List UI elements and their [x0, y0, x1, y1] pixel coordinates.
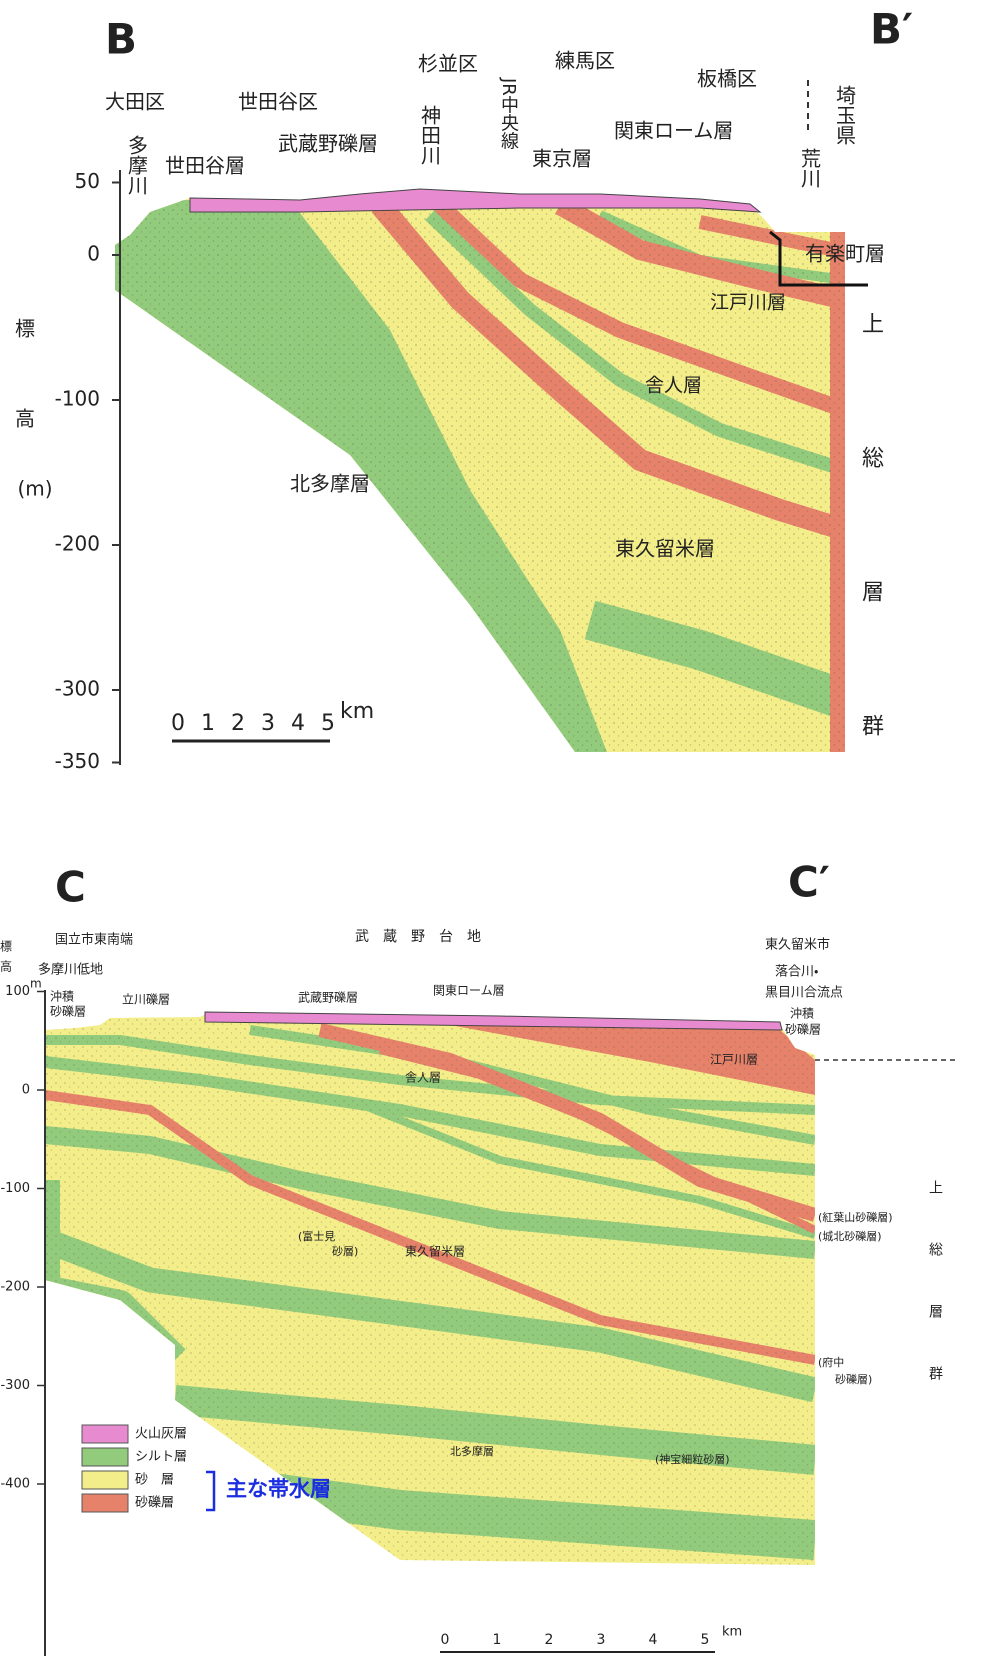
- layer-label: 沖積: [790, 1006, 814, 1021]
- layer-label: 舎人層: [645, 375, 702, 397]
- layer-label: 武蔵野台地: [355, 929, 495, 945]
- scale-label: 3: [597, 1632, 606, 1648]
- layer-label: 砂礫層: [785, 1022, 821, 1037]
- layer-label: 江戸川層: [710, 292, 786, 314]
- scale-label: 0: [171, 711, 185, 736]
- aquifer-bracket: [206, 1470, 216, 1512]
- layer-label: 東久留米層: [405, 1245, 465, 1259]
- y-tick-label: -200: [55, 532, 100, 556]
- y-axis-label: 標: [15, 317, 35, 341]
- scale-label: 2: [545, 1632, 554, 1648]
- layer-label: 黒目川合流点: [765, 986, 843, 1001]
- layer-label: 沖積: [50, 989, 74, 1004]
- layer-label: 北多摩層: [450, 1444, 494, 1458]
- legend-label: 砂礫層: [135, 1495, 174, 1511]
- layer-label: 板橋区: [697, 67, 757, 91]
- layer-label: (城北砂礫層): [818, 1229, 882, 1243]
- scale-unit: km: [340, 699, 374, 724]
- layer-label: 関東ローム層: [614, 119, 733, 143]
- section-title: C′: [788, 858, 830, 907]
- y-axis-label: 高: [15, 407, 35, 431]
- layer-label: 江戸川層: [710, 1053, 758, 1067]
- volcanic-ash-layer: [204, 1011, 783, 1031]
- layer-label: 有楽町層: [805, 242, 885, 266]
- section-title: B′: [870, 5, 913, 54]
- aquifer-note: 主な帯水層: [226, 1477, 331, 1501]
- layer-label: 北多摩層: [290, 472, 370, 496]
- section-title: B: [105, 15, 137, 64]
- y-tick-label: 0: [22, 1083, 30, 1098]
- legend: [81, 1424, 216, 1513]
- layer-label: 多摩川低地: [38, 963, 103, 978]
- scale-label: 4: [291, 711, 305, 736]
- layer-label: 世田谷区: [238, 90, 318, 114]
- scale-label: 5: [701, 1632, 710, 1648]
- layer-label: 世田谷層: [165, 154, 245, 178]
- legend-label: シルト層: [135, 1450, 187, 1465]
- layer-label: 国立市東南端: [55, 932, 133, 948]
- y-tick-label: 0: [87, 242, 100, 266]
- legend-swatch: [81, 1470, 129, 1490]
- section-title: C: [55, 863, 86, 912]
- y-tick-label: -300: [0, 1378, 30, 1393]
- legend-swatch: [81, 1447, 129, 1467]
- layer-label: (府中: [818, 1356, 844, 1369]
- legend-label: 火山灰層: [135, 1427, 187, 1442]
- layer-label: 砂層): [332, 1245, 358, 1258]
- y-axis-unit: m: [30, 977, 42, 991]
- layer-label: 杉並区: [418, 52, 478, 76]
- legend-label: 砂 層: [135, 1473, 174, 1488]
- layer-label: 大田区: [105, 90, 165, 114]
- scale-label: 1: [201, 711, 215, 736]
- scale-label: 2: [231, 711, 245, 736]
- layer-label: 舎人層: [405, 1071, 441, 1085]
- scale-label: 0: [441, 1632, 450, 1648]
- layer-label: 落合川・: [775, 965, 818, 980]
- y-tick-label: -100: [55, 387, 100, 411]
- layer-label: 練馬区: [555, 49, 615, 73]
- scale-label: 4: [649, 1632, 658, 1648]
- layer-label: 砂礫層: [50, 1004, 86, 1019]
- y-tick-label: -100: [0, 1181, 30, 1196]
- layer-label: 東久留米層: [615, 537, 715, 561]
- y-tick-label: -200: [0, 1280, 30, 1295]
- layer-label: 立川礫層: [122, 992, 170, 1007]
- layer-label: 東京層: [532, 147, 592, 171]
- vertical-label: 多摩川: [125, 135, 149, 195]
- layer-label: (紅葉山砂礫層): [818, 1210, 893, 1224]
- yurakucho-outline: [769, 230, 868, 287]
- scale-label: 5: [321, 711, 335, 736]
- vertical-label: 埼玉県: [833, 85, 857, 145]
- layer-label: 武蔵野礫層: [298, 990, 358, 1005]
- vertical-label: 上総層群: [858, 312, 884, 848]
- section-b-geology: [115, 190, 845, 752]
- legend-swatch: [81, 1424, 129, 1444]
- vertical-label: 荒川: [798, 148, 822, 188]
- scale-unit: km: [722, 1625, 742, 1640]
- layer-label: 関東ローム層: [433, 984, 505, 998]
- layer-label: 砂礫層): [835, 1372, 872, 1386]
- scale-label: 1: [493, 1632, 502, 1648]
- y-tick-label: 100: [5, 984, 30, 999]
- layer-label: (富士見: [298, 1230, 335, 1243]
- volcanic-ash-layer: [189, 188, 762, 213]
- section-c-geology: [45, 1012, 815, 1565]
- layer-label: (神宝細粒砂層): [655, 1452, 730, 1466]
- y-tick-label: -350: [55, 749, 100, 773]
- scale-label: 3: [261, 711, 275, 736]
- y-tick-label: 50: [75, 169, 100, 193]
- vertical-label: 上総層群: [927, 1180, 943, 1428]
- y-tick-label: -400: [0, 1477, 30, 1492]
- y-axis-label: (m): [17, 477, 52, 501]
- y-axis-label: 標高: [0, 940, 13, 980]
- layer-label: 東久留米市: [765, 937, 830, 953]
- legend-swatch: [81, 1493, 129, 1513]
- y-tick-label: -300: [55, 677, 100, 701]
- vertical-label: JR中央線: [498, 77, 519, 150]
- vertical-label: 神田川: [418, 105, 442, 165]
- layer-label: 武蔵野礫層: [278, 132, 378, 156]
